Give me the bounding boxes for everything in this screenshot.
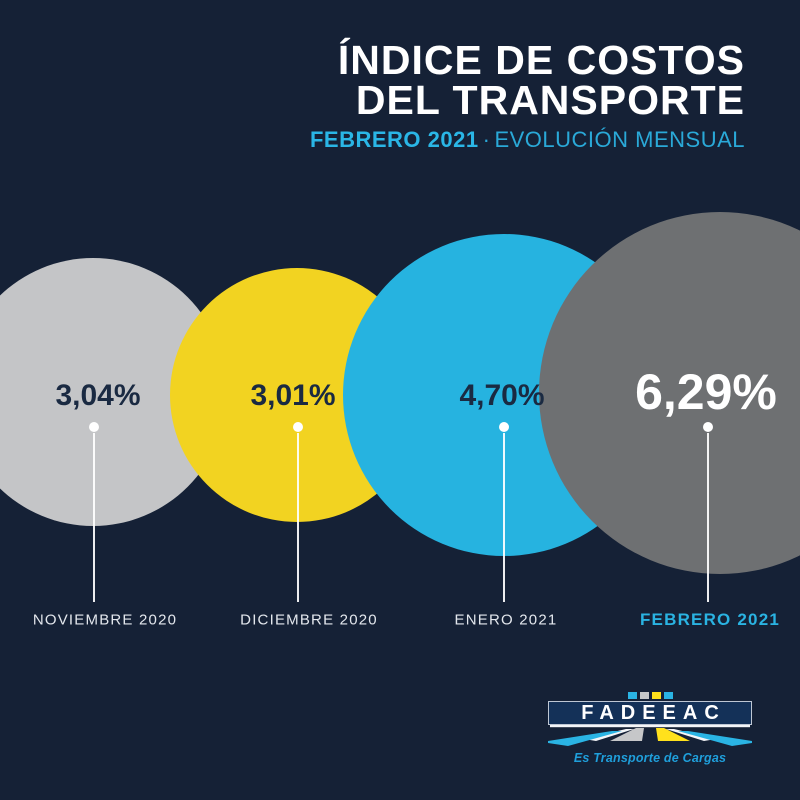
page-title-line-2: DEL TRANSPORTE — [355, 77, 745, 123]
subtitle-period: FEBRERO 2021 — [309, 127, 479, 152]
logo-tagline: Es Transporte de Cargas — [573, 751, 727, 765]
fadeeac-logo: FADEEAC Es Transporte de Cargas — [548, 692, 752, 765]
highway-road-icon — [548, 725, 752, 746]
anchor-dot — [499, 422, 509, 432]
month-label: ENERO 2021 — [454, 611, 558, 629]
logo-color-chip — [651, 692, 661, 699]
connector-line — [93, 433, 95, 602]
connector-line — [297, 433, 299, 602]
logo-color-chip — [639, 692, 649, 699]
value-label: 3,04% — [55, 379, 141, 412]
month-label: DICIEMBRE 2020 — [240, 611, 378, 629]
header: ÍNDICE DE COSTOS DEL TRANSPORTE FEBRERO … — [310, 40, 745, 153]
connector-line — [707, 433, 709, 602]
logo-color-chips — [548, 692, 752, 699]
value-label: 4,70% — [459, 379, 545, 412]
month-label: FEBRERO 2021 — [639, 610, 781, 629]
subtitle: FEBRERO 2021 · EVOLUCIÓN MENSUAL — [310, 127, 745, 153]
anchor-dot — [703, 422, 713, 432]
logo-brand-text: FADEEAC — [581, 701, 726, 724]
anchor-dot — [89, 422, 99, 432]
subtitle-separator: · — [482, 127, 491, 152]
logo-color-chip — [663, 692, 673, 699]
value-label: 3,01% — [250, 379, 336, 412]
anchor-dot — [293, 422, 303, 432]
connector-line — [503, 433, 505, 602]
subtitle-caption: EVOLUCIÓN MENSUAL — [494, 127, 745, 152]
logo-color-chip — [627, 692, 637, 699]
logo-banner: FADEEAC — [548, 701, 752, 725]
month-label: NOVIEMBRE 2020 — [32, 611, 178, 629]
value-label: 6,29% — [635, 364, 777, 420]
page-title-line-1: ÍNDICE DE COSTOS — [337, 37, 745, 83]
